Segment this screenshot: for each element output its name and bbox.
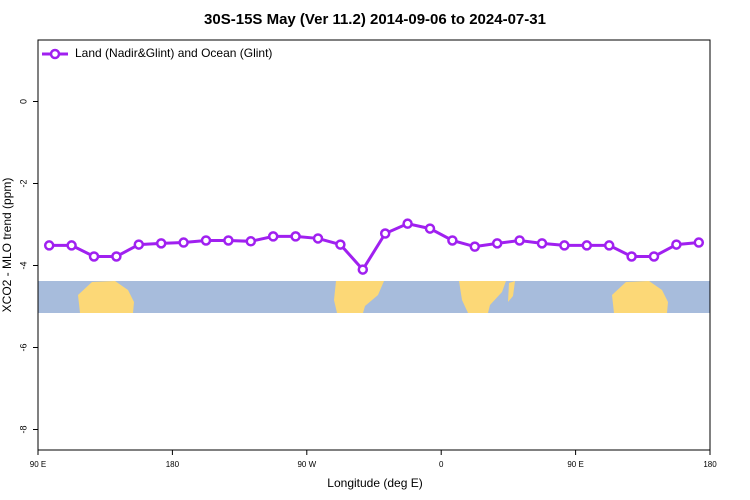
y-tick-label: -6 [18, 343, 28, 351]
x-tick-label: 0 [439, 460, 444, 469]
data-point [693, 237, 705, 248]
data-point [402, 218, 413, 229]
chart-title: 30S-15S May (Ver 11.2) 2014-09-06 to 202… [204, 11, 546, 28]
data-point [581, 240, 593, 251]
x-tick-label: 180 [703, 460, 717, 469]
data-point [43, 240, 55, 251]
data-point [178, 237, 189, 248]
data-point [335, 239, 346, 250]
x-tick-label: 180 [166, 460, 180, 469]
data-point [603, 240, 615, 251]
data-point [626, 251, 637, 262]
data-point [536, 238, 548, 249]
data-point [66, 240, 77, 251]
y-axis-label: XCO2 - MLO trend (ppm) [0, 178, 14, 313]
y-tick-label: -8 [18, 425, 28, 433]
data-point [671, 239, 682, 250]
data-point [469, 241, 481, 252]
y-tick-label: -2 [18, 179, 28, 187]
data-point [491, 238, 503, 249]
data-point [447, 235, 458, 246]
data-point [357, 264, 369, 275]
data-point [424, 223, 436, 234]
data-point [88, 251, 100, 262]
data-point [245, 236, 257, 247]
data-point [379, 228, 391, 239]
plot-frame [37, 39, 711, 451]
x-tick-label: 90 E [30, 460, 46, 469]
data-point [267, 231, 279, 242]
data-point [290, 231, 301, 242]
data-point [223, 235, 234, 246]
x-axis-label: Longitude (deg E) [327, 476, 422, 490]
data-point [133, 239, 145, 250]
data-point [559, 240, 570, 251]
data-point [111, 251, 122, 262]
data-point [648, 251, 660, 262]
x-tick-label: 90 E [567, 460, 583, 469]
legend-label: Land (Nadir&Glint) and Ocean (Glint) [75, 46, 272, 60]
data-point [514, 235, 525, 246]
data-point [312, 233, 324, 244]
x-tick-label: 90 W [297, 460, 316, 469]
legend: Land (Nadir&Glint) and Ocean (Glint) [42, 46, 272, 60]
map-strip [38, 281, 710, 313]
y-tick-label: -4 [18, 261, 28, 269]
y-tick-label: 0 [18, 99, 28, 104]
data-point [155, 238, 167, 249]
series-line [49, 222, 699, 273]
data-point [200, 235, 212, 246]
legend-marker [49, 48, 61, 60]
